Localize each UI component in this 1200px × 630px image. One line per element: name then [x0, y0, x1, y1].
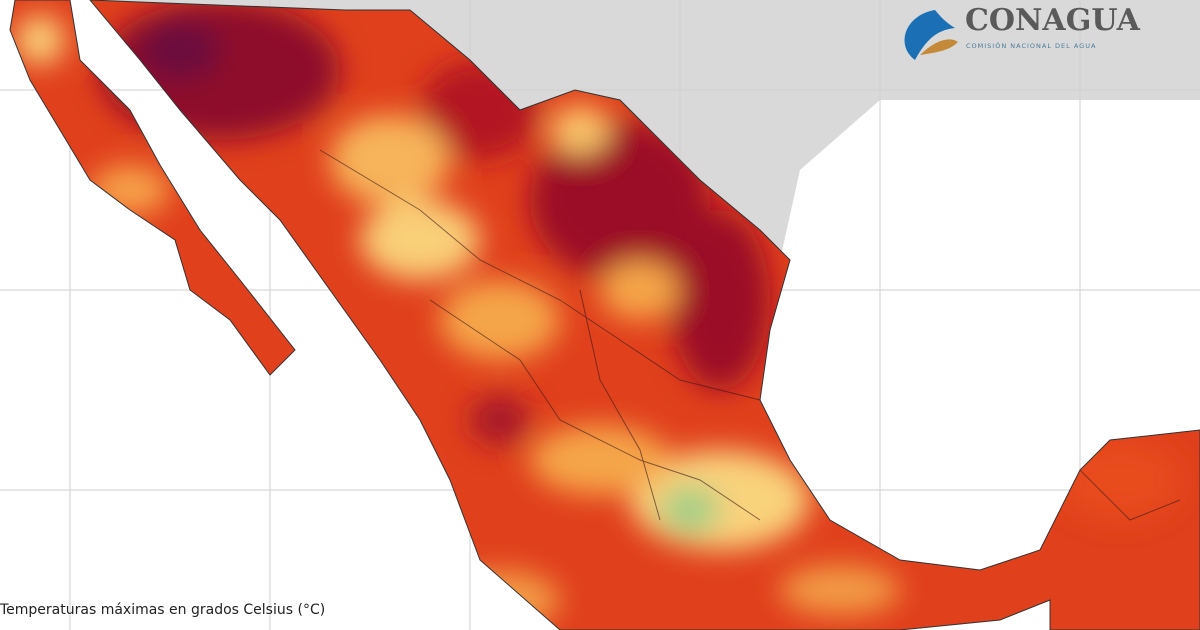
logo-name: CONAGUA	[965, 3, 1141, 38]
caption: Temperaturas máximas en grados Celsius (…	[0, 602, 325, 618]
coastline	[9, 0, 1200, 630]
usa-land	[70, 0, 1200, 260]
logo-subtitle: COMISIÓN NACIONAL DEL AGUA	[966, 41, 1096, 50]
logo: CONAGUA COMISIÓN NACIONAL DEL AGUA	[904, 3, 1141, 60]
